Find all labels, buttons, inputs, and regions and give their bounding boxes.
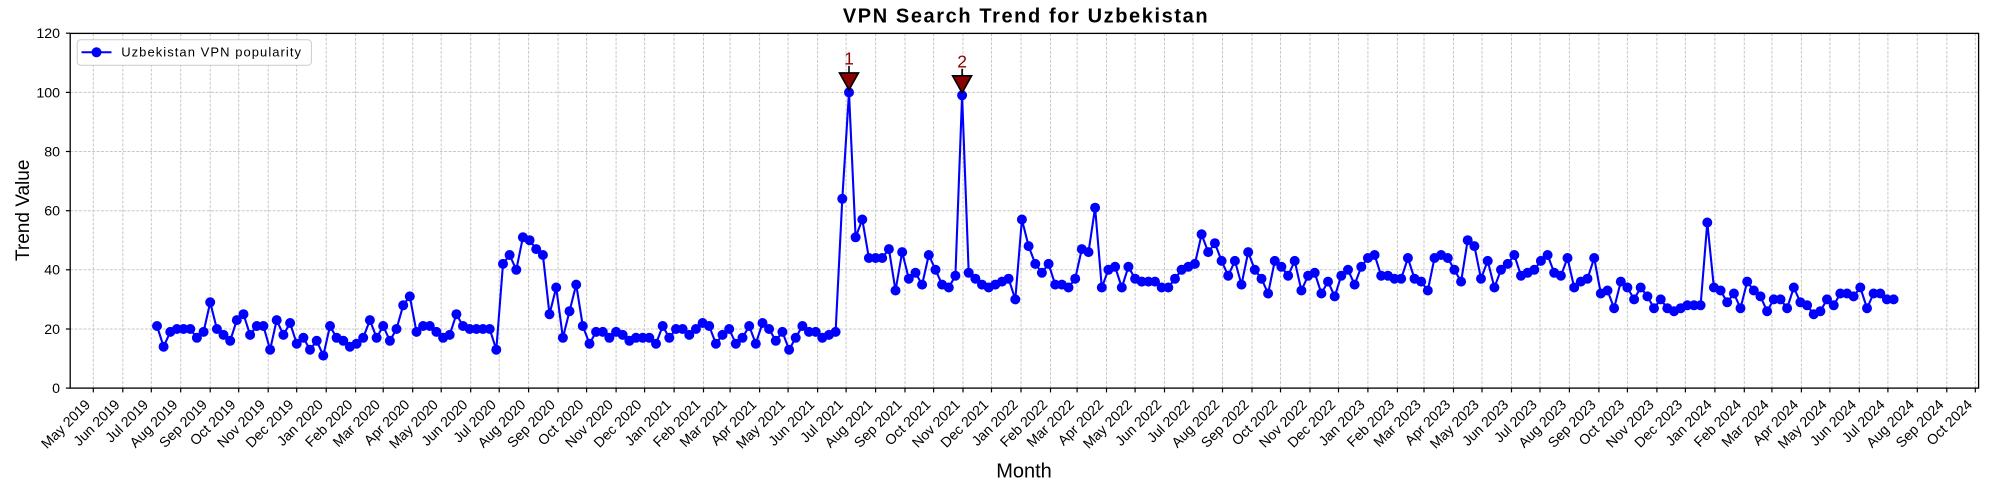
svg-text:2: 2 bbox=[957, 51, 967, 71]
svg-text:120: 120 bbox=[36, 26, 60, 42]
svg-text:Uzbekistan VPN popularity: Uzbekistan VPN popularity bbox=[121, 45, 302, 60]
svg-text:VPN Search Trend for Uzbekista: VPN Search Trend for Uzbekistan bbox=[843, 6, 1209, 28]
svg-text:100: 100 bbox=[36, 85, 60, 101]
svg-text:40: 40 bbox=[44, 263, 60, 279]
svg-text:0: 0 bbox=[52, 381, 60, 397]
svg-text:Trend Value: Trend Value bbox=[13, 160, 34, 261]
svg-text:80: 80 bbox=[44, 144, 60, 160]
svg-text:60: 60 bbox=[44, 204, 60, 220]
svg-text:20: 20 bbox=[44, 322, 60, 338]
svg-text:1: 1 bbox=[844, 49, 854, 69]
svg-text:Month: Month bbox=[996, 461, 1052, 483]
